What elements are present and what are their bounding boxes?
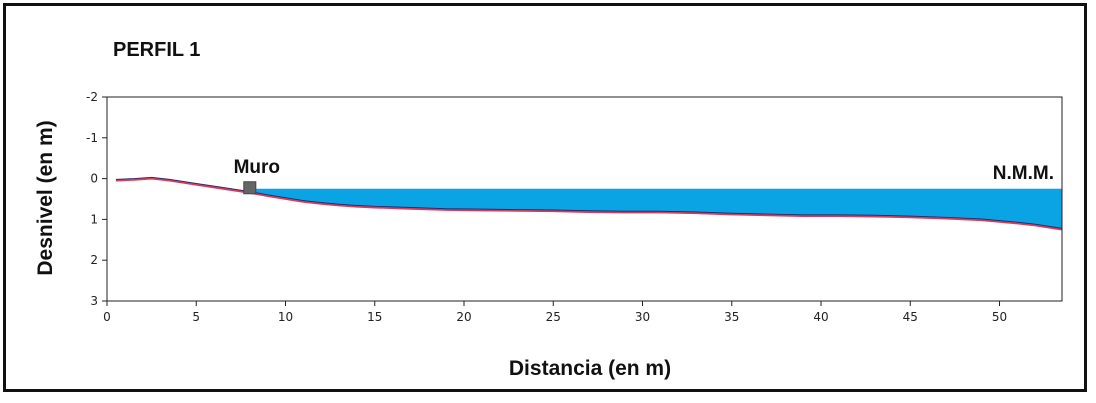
x-tick-label: 15 (367, 310, 382, 324)
y-tick-label: 0 (90, 172, 98, 186)
plot-area: 0 5 10 15 20 25 30 35 40 45 50 -2 -1 0 1 2 3 Muro N.M.M. (86, 90, 1063, 324)
y-axis-title: Desnivel (en m) (34, 120, 57, 275)
wall-label: Muro (234, 157, 280, 178)
wall-marker (243, 181, 257, 195)
x-tick-label: 25 (546, 310, 561, 324)
water-fill (249, 188, 1063, 230)
y-tick-label: 1 (90, 212, 98, 226)
y-tick-label: 3 (90, 294, 98, 308)
x-tick-label: 45 (903, 310, 918, 324)
x-tick-label: 10 (278, 310, 293, 324)
x-tick-label: 35 (724, 310, 739, 324)
x-tick-label: 30 (635, 310, 650, 324)
y-tick-label: 2 (90, 253, 98, 267)
x-tick-label: 50 (992, 310, 1007, 324)
profile-line (115, 177, 1063, 231)
y-tick-label: -2 (86, 90, 98, 104)
x-tick-label: 40 (813, 310, 828, 324)
water-level-label: N.M.M. (993, 163, 1054, 184)
x-tick-label: 5 (192, 310, 200, 324)
x-tick-label: 20 (456, 310, 471, 324)
x-axis-title: Distancia (en m) (509, 357, 671, 380)
profile-line-shadow (115, 176, 1063, 230)
chart-title: PERFIL 1 (113, 39, 200, 61)
plot-border (106, 96, 1063, 302)
x-tick-label: 0 (103, 310, 111, 324)
y-tick-label: -1 (86, 131, 98, 145)
